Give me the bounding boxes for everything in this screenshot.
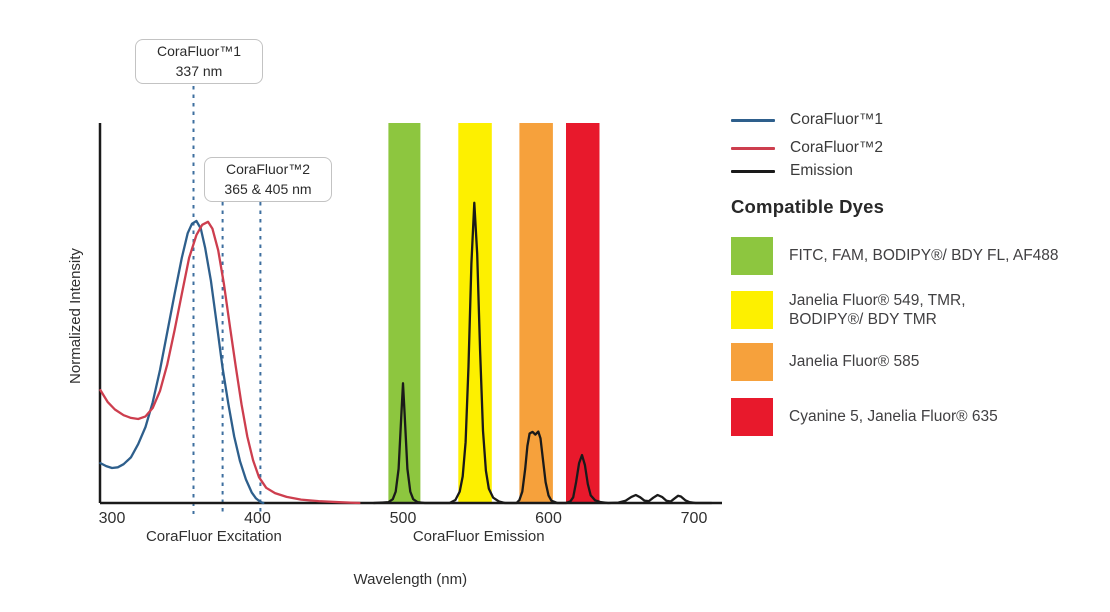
orange-dye-swatch xyxy=(731,342,773,381)
compatible-dyes-heading: Compatible Dyes xyxy=(731,196,885,217)
red-dye-swatch xyxy=(731,397,773,436)
dye-row-orange: Janelia Fluor® 585 xyxy=(731,342,919,381)
callout-corafluor2-title: CoraFluor™2 xyxy=(225,160,311,177)
legend-label-corafluor1: CoraFluor™1 xyxy=(790,111,884,128)
dye-row-green: FITC, FAM, BODIPY®/ BDY FL, AF488 xyxy=(731,236,1059,275)
orange-dye-label: Janelia Fluor® 585 xyxy=(789,353,920,370)
legend-item-emission: Emission xyxy=(731,162,853,179)
legend-label-emission: Emission xyxy=(790,162,853,179)
dye-row-red: Cyanine 5, Janelia Fluor® 635 xyxy=(731,397,998,436)
series-excitation-2 xyxy=(99,220,361,505)
band-yellow xyxy=(458,123,492,502)
region-label-0: CoraFluor Excitation xyxy=(146,528,282,545)
y-axis-title: Normalized Intensity xyxy=(67,248,84,384)
green-dye-swatch xyxy=(731,236,773,275)
legend-line-corafluor1 xyxy=(731,118,775,122)
x-axis-title: Wavelength (nm) xyxy=(353,571,467,588)
region-label-1: CoraFluor Emission xyxy=(413,528,545,545)
callout-corafluor2: CoraFluor™2 365 & 405 nm xyxy=(204,157,332,202)
band-orange xyxy=(519,123,553,502)
series-excitation-1 xyxy=(99,219,265,505)
legend-line-corafluor2 xyxy=(731,146,775,150)
callout-corafluor2-value: 365 & 405 nm xyxy=(224,180,312,197)
legend-label-corafluor2: CoraFluor™2 xyxy=(790,139,884,156)
x-tick-300: 300 xyxy=(99,510,126,527)
x-tick-700: 700 xyxy=(681,510,708,527)
band-green xyxy=(388,123,421,502)
legend-line-emission xyxy=(731,169,775,173)
yellow-dye-swatch xyxy=(731,290,773,329)
band-red xyxy=(566,123,600,502)
callout-corafluor1-title: CoraFluor™1 xyxy=(156,42,242,59)
dye-row-yellow: Janelia Fluor® 549, TMR, BODIPY®/ BDY TM… xyxy=(731,290,966,329)
legend-panel: CoraFluor™1 CoraFluor™2 Emission Compati… xyxy=(731,0,1101,612)
legend-item-corafluor1: CoraFluor™1 xyxy=(731,111,884,128)
x-tick-600: 600 xyxy=(535,510,562,527)
callout-corafluor1-value: 337 nm xyxy=(175,62,223,79)
red-dye-label: Cyanine 5, Janelia Fluor® 635 xyxy=(789,408,998,425)
x-tick-400: 400 xyxy=(244,510,271,527)
yellow-dye-label: Janelia Fluor® 549, TMR, BODIPY®/ BDY TM… xyxy=(789,291,966,328)
x-tick-500: 500 xyxy=(390,510,417,527)
series-emission xyxy=(372,201,713,505)
callout-corafluor1: CoraFluor™1 337 nm xyxy=(135,39,263,84)
spectra-chart: 300 400 500 600 700 CoraFluor Excitation CoraF… xyxy=(67,86,722,588)
legend-item-corafluor2: CoraFluor™2 xyxy=(731,139,884,156)
green-dye-label: FITC, FAM, BODIPY®/ BDY FL, AF488 xyxy=(789,247,1059,264)
